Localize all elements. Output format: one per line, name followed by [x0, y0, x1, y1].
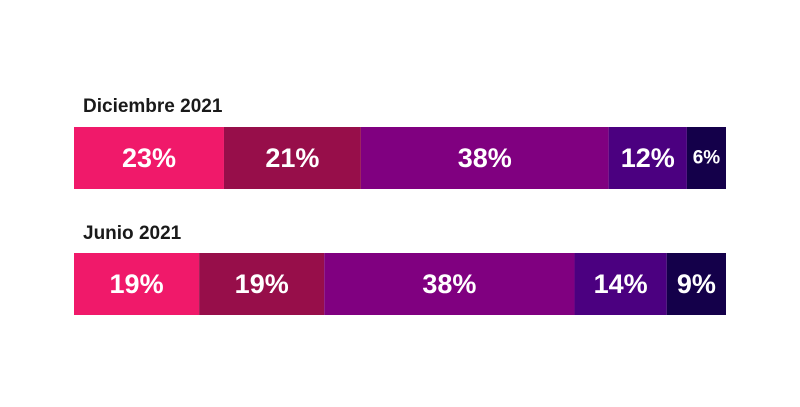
row-title-junio-2021: Junio 2021	[83, 223, 182, 244]
bar-junio-2021: 19% 19% 38% 14% 9%	[74, 253, 726, 315]
bar-diciembre-2021: 23% 21% 38% 12% 6%	[74, 127, 726, 189]
bar-value-label-1-0: 19%	[110, 269, 164, 299]
bar-segment-0-1	[223, 127, 361, 189]
bar-segment-0-4	[686, 127, 726, 189]
bar-value-label-0-1: 21%	[265, 143, 319, 173]
bar-value-label-0-3: 12%	[621, 143, 675, 173]
bar-value-label-1-4: 9%	[677, 269, 716, 299]
bar-value-label-1-1: 19%	[235, 269, 289, 299]
bar-value-label-1-2: 38%	[422, 269, 476, 299]
row-title-diciembre-2021: Diciembre 2021	[83, 96, 223, 117]
bar-value-label-0-4: 6%	[693, 148, 721, 169]
bar-value-label-1-3: 14%	[594, 269, 648, 299]
bar-segment-1-4	[666, 253, 726, 315]
bar-segment-1-0	[74, 253, 200, 315]
bar-value-label-0-2: 38%	[458, 143, 512, 173]
bar-segment-0-0	[74, 127, 224, 189]
bar-segment-1-2	[324, 253, 575, 315]
bar-segment-0-3	[608, 127, 687, 189]
bar-value-label-0-0: 23%	[122, 143, 176, 173]
bar-segment-0-2	[360, 127, 609, 189]
bar-segment-1-1	[199, 253, 325, 315]
bar-segment-1-3	[574, 253, 667, 315]
